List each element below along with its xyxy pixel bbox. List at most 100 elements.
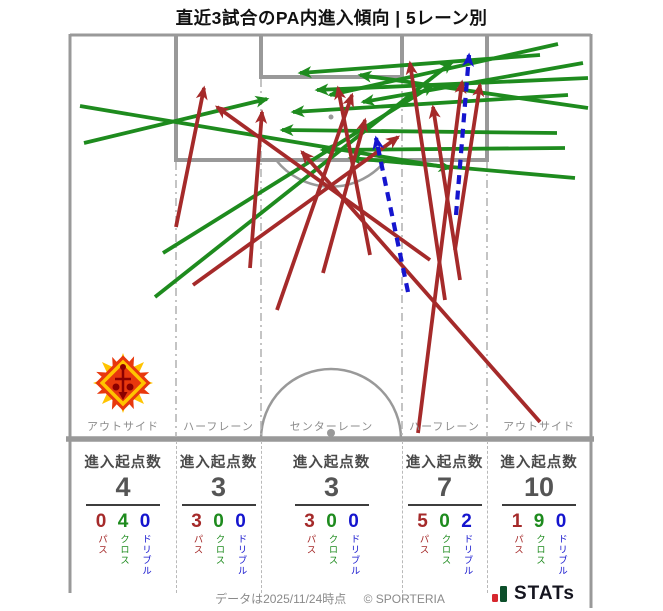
team-emblem [93, 353, 153, 413]
stat-title: 進入起点数 [292, 455, 371, 471]
stats-divider [402, 441, 403, 593]
arrow-dribble [372, 135, 411, 293]
stat-total: 3 [323, 472, 340, 502]
stat-breakdown: 3 パス 0 クロス 0 ドリブル [190, 512, 247, 576]
stat-underline [294, 504, 369, 507]
stats-divider [487, 441, 488, 593]
stat-breakdown: 0 パス 4 クロス 0 ドリブル [95, 512, 152, 576]
chart-title: 直近3試合のPA内進入傾向 | 5レーン別 [175, 8, 488, 28]
dribble-label: ドリブル [461, 534, 473, 577]
arrow-cross [79, 104, 453, 173]
stat-underline [181, 504, 256, 507]
stats-logo-text: STATs [514, 583, 575, 604]
dribble-count: 2 [461, 511, 472, 533]
pass-stat: 3 パス [303, 512, 316, 576]
cross-count: 4 [117, 511, 129, 533]
arrow-pass [300, 150, 542, 424]
lane-label-half-right: ハーフレーン [409, 421, 480, 433]
stat-title: 進入起点数 [405, 455, 484, 471]
cross-stat: 0 クロス [212, 512, 225, 576]
stat-underline [407, 504, 482, 507]
arrow-cross [153, 60, 454, 299]
arrow-pass [174, 85, 208, 228]
pass-count: 3 [191, 511, 202, 533]
cross-label: クロス [326, 534, 338, 566]
entry-arrows-layer [79, 42, 589, 434]
copyright: © SPORTERIA [363, 592, 445, 606]
pass-stat: 0 パス [95, 512, 108, 576]
pass-count: 3 [304, 511, 315, 533]
emblem-ornament [112, 364, 134, 400]
pass-label: パス [191, 534, 203, 556]
pass-count: 5 [417, 511, 428, 533]
dribble-stat: 0 ドリブル [555, 512, 568, 576]
cross-label: クロス [117, 534, 129, 566]
pass-stat: 1 パス [511, 512, 524, 576]
stats-divider [261, 441, 262, 593]
stat-breakdown: 1 パス 9 クロス 0 ドリブル [511, 512, 568, 576]
dribble-label: ドリブル [348, 534, 360, 577]
lane-label-center: センターレーン [289, 421, 374, 433]
dribble-stat: 0 ドリブル [139, 512, 152, 576]
dribble-label: ドリブル [555, 534, 567, 577]
stat-breakdown: 3 パス 0 クロス 0 ドリブル [303, 512, 360, 576]
arrow-pass [334, 85, 372, 256]
arrow-cross [314, 76, 589, 96]
lane-label-outside-right: アウトサイド [503, 421, 575, 433]
arrow-cross [319, 143, 566, 156]
cross-label: クロス [213, 534, 225, 566]
stat-column-half-right: 進入起点数 7 5 パス 0 クロス 2 ドリブル [402, 444, 487, 594]
pass-stat: 3 パス [190, 512, 203, 576]
stat-title: 進入起点数 [84, 455, 162, 471]
pass-count: 0 [95, 511, 107, 533]
stat-underline [502, 504, 576, 507]
stat-column-outside-left: 進入起点数 4 0 パス 4 クロス 0 ドリブル [70, 444, 176, 594]
cross-count: 0 [439, 511, 450, 533]
footer-note: データは2025/11/24時点 © SPORTERIA [140, 590, 520, 607]
dribble-count: 0 [555, 511, 567, 533]
pass-count: 1 [511, 511, 523, 533]
arrow-pass [275, 92, 354, 311]
pass-label: パス [511, 534, 523, 556]
arrow-pass [428, 104, 462, 281]
pass-label: パス [304, 534, 316, 556]
stat-total: 10 [523, 472, 555, 502]
lane-label-outside-left: アウトサイド [87, 421, 159, 433]
center-circle [259, 367, 403, 440]
stat-total: 4 [115, 472, 131, 502]
arrow-dribble [453, 52, 475, 216]
stat-underline [86, 504, 160, 507]
dribble-stat: 0 ドリブル [234, 512, 247, 576]
center-spot [327, 429, 335, 437]
cross-count: 9 [533, 511, 545, 533]
penalty-spot [328, 114, 334, 120]
stat-column-half-left: 進入起点数 3 3 パス 0 クロス 0 ドリブル [176, 444, 261, 594]
cross-label: クロス [533, 534, 545, 566]
dribble-label: ドリブル [139, 534, 151, 577]
pass-label: パス [95, 534, 107, 556]
penalty-area [174, 35, 489, 162]
stat-total: 7 [436, 472, 453, 502]
dribble-count: 0 [235, 511, 246, 533]
stat-title: 進入起点数 [500, 455, 578, 471]
dribble-stat: 2 ドリブル [460, 512, 473, 576]
lane-label-half-left: ハーフレーン [183, 421, 254, 433]
stat-column-center: 進入起点数 3 3 パス 0 クロス 0 ドリブル [261, 444, 402, 594]
stat-column-outside-right: 進入起点数 10 1 パス 9 クロス 0 ドリブル [487, 444, 591, 594]
dribble-stat: 0 ドリブル [347, 512, 360, 576]
arrow-pass [191, 135, 401, 287]
stat-breakdown: 5 パス 0 クロス 2 ドリブル [416, 512, 473, 576]
cross-stat: 0 クロス [438, 512, 451, 576]
stats-logo: STATs [492, 584, 575, 603]
cross-count: 0 [326, 511, 337, 533]
arrow-cross [347, 153, 576, 180]
data-date-note: データは2025/11/24時点 [215, 592, 347, 606]
stat-title: 進入起点数 [179, 455, 258, 471]
arrow-cross [297, 53, 541, 79]
stats-logo-bars-icon [492, 586, 507, 602]
dribble-count: 0 [348, 511, 359, 533]
dribble-count: 0 [139, 511, 151, 533]
stats-divider [176, 441, 177, 593]
